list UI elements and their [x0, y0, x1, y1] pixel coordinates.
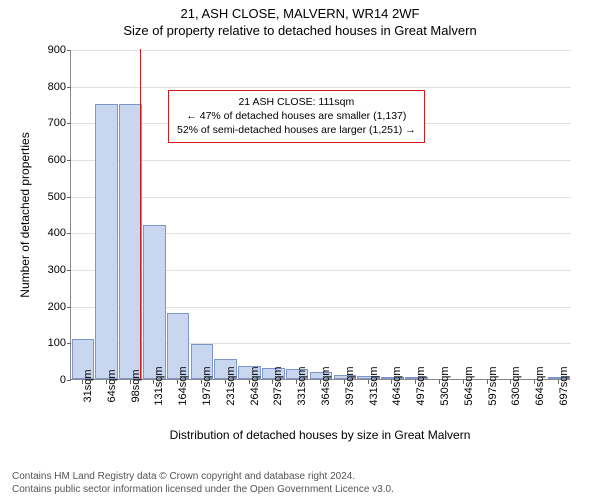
xtick-label: 630sqm: [510, 366, 522, 405]
xtick-label: 231sqm: [225, 366, 237, 405]
page-title: 21, ASH CLOSE, MALVERN, WR14 2WF: [0, 0, 600, 21]
y-axis-label: Number of detached properties: [18, 132, 32, 297]
gridline: [71, 50, 571, 51]
xtick-label: 397sqm: [344, 366, 356, 405]
xtick-label: 197sqm: [201, 366, 213, 405]
ytick-mark: [67, 50, 71, 51]
ytick-mark: [67, 380, 71, 381]
ytick-mark: [67, 197, 71, 198]
callout-box: 21 ASH CLOSE: 111sqm← 47% of detached ho…: [168, 90, 425, 143]
xtick-label: 297sqm: [272, 366, 284, 405]
xtick-label: 31sqm: [82, 369, 94, 402]
ytick-label: 200: [48, 301, 66, 313]
footer-attribution: Contains HM Land Registry data © Crown c…: [12, 470, 394, 496]
ytick-mark: [67, 123, 71, 124]
xtick-label: 564sqm: [463, 366, 475, 405]
xtick-label: 530sqm: [439, 366, 451, 405]
xtick-label: 331sqm: [296, 366, 308, 405]
callout-line: ← 47% of detached houses are smaller (1,…: [177, 109, 416, 123]
ytick-label: 800: [48, 81, 66, 93]
ytick-label: 500: [48, 191, 66, 203]
xtick-label: 464sqm: [391, 366, 403, 405]
histogram-bar: [95, 104, 118, 379]
gridline: [71, 87, 571, 88]
xtick-label: 164sqm: [177, 366, 189, 405]
ytick-mark: [67, 307, 71, 308]
x-axis-label: Distribution of detached houses by size …: [70, 428, 570, 442]
ytick-mark: [67, 343, 71, 344]
xtick-label: 264sqm: [249, 366, 261, 405]
xtick-label: 64sqm: [106, 369, 118, 402]
callout-line: 52% of semi-detached houses are larger (…: [177, 123, 416, 137]
ytick-label: 0: [60, 374, 66, 386]
ytick-label: 600: [48, 154, 66, 166]
histogram-bar: [119, 104, 142, 379]
ytick-mark: [67, 270, 71, 271]
xtick-label: 664sqm: [534, 366, 546, 405]
ytick-mark: [67, 233, 71, 234]
ytick-mark: [67, 160, 71, 161]
ytick-label: 100: [48, 337, 66, 349]
ytick-label: 900: [48, 44, 66, 56]
xtick-label: 431sqm: [368, 366, 380, 405]
footer-line: Contains public sector information licen…: [12, 483, 394, 496]
footer-line: Contains HM Land Registry data © Crown c…: [12, 470, 394, 483]
xtick-label: 364sqm: [320, 366, 332, 405]
xtick-label: 98sqm: [130, 369, 142, 402]
marker-line: [140, 49, 141, 379]
histogram-bar: [143, 225, 166, 379]
xtick-label: 497sqm: [415, 366, 427, 405]
gridline: [71, 160, 571, 161]
xtick-label: 131sqm: [153, 366, 165, 405]
gridline: [71, 197, 571, 198]
xtick-label: 697sqm: [558, 366, 570, 405]
ytick-mark: [67, 87, 71, 88]
chart: Number of detached properties Distributi…: [70, 50, 570, 410]
ytick-label: 700: [48, 117, 66, 129]
ytick-label: 300: [48, 264, 66, 276]
callout-line: 21 ASH CLOSE: 111sqm: [177, 95, 416, 109]
page-subtitle: Size of property relative to detached ho…: [0, 21, 600, 38]
xtick-label: 597sqm: [487, 366, 499, 405]
ytick-label: 400: [48, 227, 66, 239]
